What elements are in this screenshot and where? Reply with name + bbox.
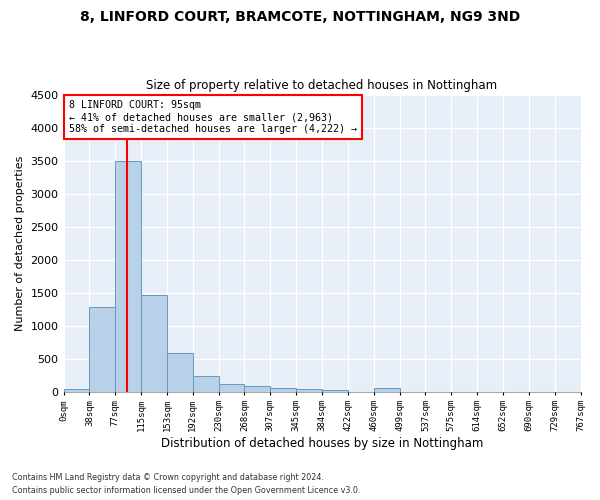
X-axis label: Distribution of detached houses by size in Nottingham: Distribution of detached houses by size … — [161, 437, 483, 450]
Bar — [244, 386, 271, 392]
Y-axis label: Number of detached properties: Number of detached properties — [15, 156, 25, 330]
Bar — [89, 307, 115, 392]
Bar — [64, 388, 89, 392]
Text: 8 LINFORD COURT: 95sqm
← 41% of detached houses are smaller (2,963)
58% of semi-: 8 LINFORD COURT: 95sqm ← 41% of detached… — [69, 100, 357, 134]
Bar — [296, 389, 322, 392]
Text: Contains HM Land Registry data © Crown copyright and database right 2024.
Contai: Contains HM Land Registry data © Crown c… — [12, 474, 361, 495]
Bar — [167, 354, 193, 392]
Bar — [115, 160, 141, 392]
Bar — [193, 376, 218, 392]
Text: 8, LINFORD COURT, BRAMCOTE, NOTTINGHAM, NG9 3ND: 8, LINFORD COURT, BRAMCOTE, NOTTINGHAM, … — [80, 10, 520, 24]
Bar — [141, 294, 167, 392]
Title: Size of property relative to detached houses in Nottingham: Size of property relative to detached ho… — [146, 79, 497, 92]
Bar — [218, 384, 244, 392]
Bar — [374, 388, 400, 392]
Bar — [271, 388, 296, 392]
Bar — [322, 390, 348, 392]
